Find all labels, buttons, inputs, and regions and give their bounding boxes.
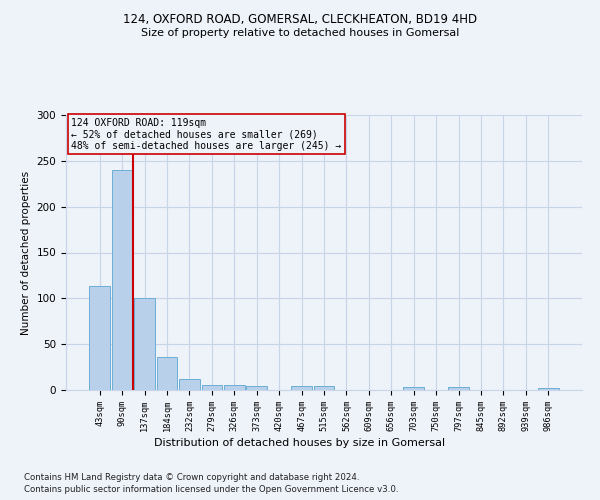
Bar bbox=[403, 387, 424, 390]
Text: Distribution of detached houses by size in Gomersal: Distribution of detached houses by size … bbox=[154, 438, 446, 448]
Bar bbox=[202, 386, 222, 390]
Bar bbox=[224, 386, 245, 390]
Bar bbox=[538, 388, 559, 390]
Text: 124, OXFORD ROAD, GOMERSAL, CLECKHEATON, BD19 4HD: 124, OXFORD ROAD, GOMERSAL, CLECKHEATON,… bbox=[123, 12, 477, 26]
Y-axis label: Number of detached properties: Number of detached properties bbox=[21, 170, 31, 334]
Text: Contains public sector information licensed under the Open Government Licence v3: Contains public sector information licen… bbox=[24, 485, 398, 494]
Bar bbox=[112, 170, 133, 390]
Text: 124 OXFORD ROAD: 119sqm
← 52% of detached houses are smaller (269)
48% of semi-d: 124 OXFORD ROAD: 119sqm ← 52% of detache… bbox=[71, 118, 341, 151]
Bar bbox=[157, 357, 178, 390]
Text: Contains HM Land Registry data © Crown copyright and database right 2024.: Contains HM Land Registry data © Crown c… bbox=[24, 472, 359, 482]
Bar bbox=[179, 379, 200, 390]
Bar bbox=[89, 286, 110, 390]
Bar bbox=[291, 386, 312, 390]
Text: Size of property relative to detached houses in Gomersal: Size of property relative to detached ho… bbox=[141, 28, 459, 38]
Bar bbox=[134, 298, 155, 390]
Bar bbox=[247, 386, 267, 390]
Bar bbox=[314, 386, 334, 390]
Bar bbox=[448, 387, 469, 390]
